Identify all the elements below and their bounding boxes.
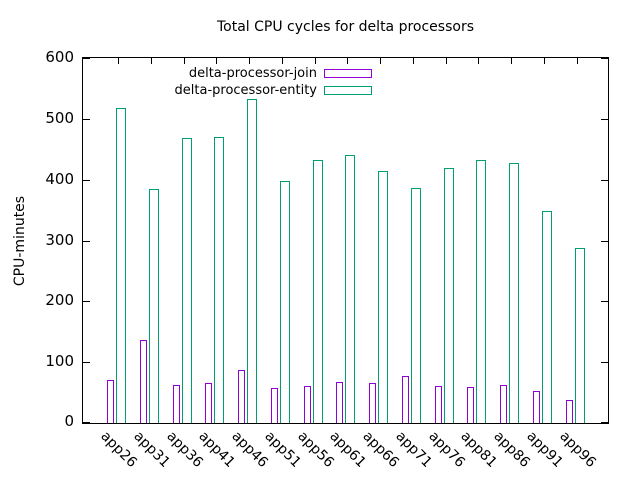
y-tick-right [601,362,608,363]
y-tick-label: 100 [45,352,74,370]
legend-entry-join: delta-processor-join [82,65,372,82]
legend-label-entity: delta-processor-entity [174,83,317,98]
y-tick-right [601,422,608,423]
bar-entity [149,189,159,423]
bar-entity [378,171,388,423]
y-tick-left [83,119,90,120]
bar-entity [411,188,421,423]
bar-join [271,388,278,423]
bar-entity [509,163,519,423]
bar-join [336,382,343,423]
y-tick-right [601,301,608,302]
legend-entry-entity: delta-processor-entity [82,82,372,99]
bar-entity [280,181,290,423]
bar-join [435,386,442,423]
bar-entity [575,248,585,423]
bar-join [533,391,540,423]
bar-join [205,383,212,423]
bar-entity [345,155,355,423]
bar-join [369,383,376,423]
y-tick-label: 200 [45,291,74,309]
bar-join [304,386,311,423]
bar-entity [116,108,126,423]
x-tick-top [315,58,316,64]
bar-entity [214,137,224,423]
legend-key-entity [324,86,372,95]
bar-entity [182,138,192,423]
x-tick-top [216,58,217,64]
x-tick-top [413,58,414,64]
bar-join [107,380,114,423]
legend-label-join: delta-processor-join [188,66,317,81]
y-tick-right [601,119,608,120]
x-tick-top [118,58,119,64]
bar-join [566,400,573,423]
x-tick-top [446,58,447,64]
y-tick-left [83,58,90,59]
bar-entity [476,160,486,423]
legend-key-join [324,69,372,78]
y-tick-left [83,422,90,423]
bar-join [140,340,147,423]
bar-join [467,387,474,423]
bar-join [402,376,409,423]
x-tick-top [184,58,185,64]
bar-join [238,370,245,423]
bar-entity [247,99,257,423]
y-tick-label: 600 [45,48,74,66]
y-tick-right [601,241,608,242]
y-tick-label: 400 [45,170,74,188]
bar-join [173,385,180,423]
y-tick-left [83,241,90,242]
y-tick-label: 500 [45,109,74,127]
y-tick-right [601,180,608,181]
x-tick-top [347,58,348,64]
plot-area [82,57,609,424]
x-tick-top [544,58,545,64]
y-tick-label: 300 [45,231,74,249]
y-tick-left [83,180,90,181]
bar-entity [313,160,323,423]
x-tick-top [478,58,479,64]
y-tick-label: 0 [64,412,74,430]
bar-entity [542,211,552,423]
y-tick-left [83,301,90,302]
chart-title: Total CPU cycles for delta processors [216,19,474,35]
x-tick-top [380,58,381,64]
x-tick-label: app96 [556,428,599,471]
x-tick-top [511,58,512,64]
bar-entity [444,168,454,423]
x-tick-top [577,58,578,64]
x-tick-top [151,58,152,64]
bar-join [500,385,507,423]
y-tick-left [83,362,90,363]
x-tick-top [249,58,250,64]
x-tick-top [282,58,283,64]
y-tick-right [601,58,608,59]
